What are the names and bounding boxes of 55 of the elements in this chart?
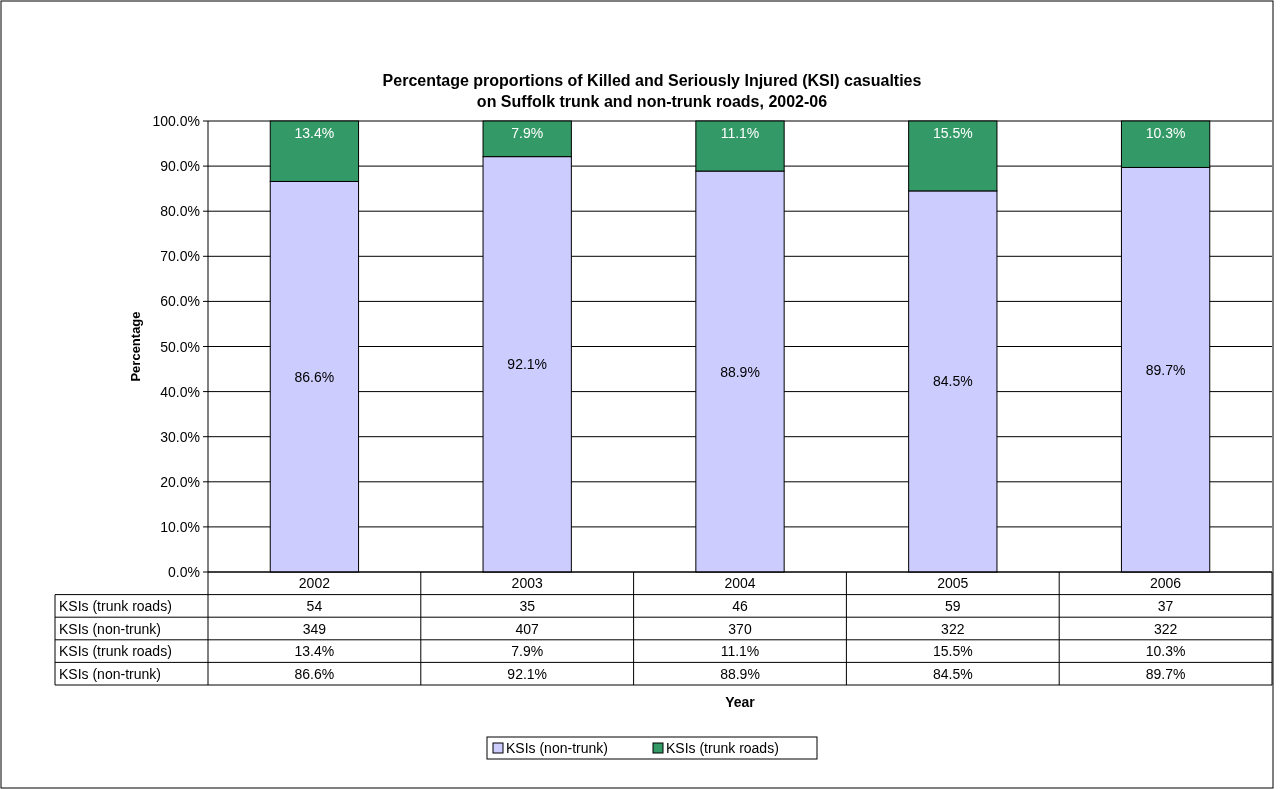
data-label: 89.7% bbox=[1145, 665, 1186, 682]
y-tick-label: 60.0% bbox=[160, 293, 200, 310]
text: 10.3% bbox=[1145, 125, 1186, 141]
text: 13.4% bbox=[294, 125, 335, 141]
y-axis-title: Percentage bbox=[128, 311, 143, 382]
x-tick-label: 2003 bbox=[511, 575, 543, 592]
text: 407 bbox=[515, 620, 540, 637]
data-label: 10.3% bbox=[1145, 643, 1186, 660]
y-tick-label: 100.0% bbox=[152, 113, 200, 129]
text: 322 bbox=[1153, 620, 1178, 637]
y-tick-label: 80.0% bbox=[160, 203, 200, 220]
text: 11.1% bbox=[720, 125, 760, 141]
text: 84.5% bbox=[932, 373, 973, 390]
text: KSIs (non-trunk) bbox=[59, 620, 161, 637]
x-tick-label: 2004 bbox=[724, 575, 756, 592]
text: 322 bbox=[941, 620, 965, 637]
text: 88.9% bbox=[720, 363, 760, 380]
y-tick-label: 20.0% bbox=[160, 473, 200, 490]
legend-label: KSIs (trunk roads) bbox=[666, 740, 779, 756]
y-tick-label: 50.0% bbox=[160, 338, 200, 355]
data-label: 7.9% bbox=[511, 643, 544, 660]
data-label: 13.4% bbox=[294, 643, 335, 660]
text: 35 bbox=[519, 597, 536, 614]
text: 86.6% bbox=[294, 368, 335, 385]
y-tick-label: 30.0% bbox=[160, 428, 200, 445]
text: 89.7% bbox=[1145, 361, 1186, 378]
x-tick-label: 2006 bbox=[1150, 575, 1182, 592]
text: 54 bbox=[306, 597, 323, 614]
text: 15.5% bbox=[932, 125, 973, 141]
text: 7.9% bbox=[511, 125, 544, 141]
x-tick-label: 2005 bbox=[937, 575, 969, 592]
text: 59 bbox=[945, 597, 961, 614]
text: Year bbox=[725, 694, 756, 710]
y-tick-label: 90.0% bbox=[160, 158, 200, 175]
data-label: 11.1% bbox=[720, 643, 760, 660]
text: 46 bbox=[732, 597, 748, 614]
text: 92.1% bbox=[507, 356, 548, 373]
y-tick-label: 40.0% bbox=[160, 383, 200, 400]
text: 370 bbox=[728, 620, 752, 637]
data-label: 84.5% bbox=[932, 665, 973, 682]
text: KSIs (trunk roads) bbox=[59, 643, 172, 660]
chart-title: Percentage proportions of Killed and Seriously Injured (KSI) casualties on Suffolk trunk and non-trunk roads, 2002-06 bbox=[382, 72, 922, 110]
y-tick-label: 0.0% bbox=[168, 564, 200, 580]
data-label: 88.9% bbox=[720, 665, 760, 682]
x-tick-label: 2002 bbox=[298, 575, 331, 592]
data-label: 86.6% bbox=[294, 665, 335, 682]
y-tick-label: 70.0% bbox=[160, 248, 200, 265]
y-tick-label: 10.0% bbox=[160, 518, 200, 535]
data-label: 92.1% bbox=[507, 665, 548, 682]
text: 349 bbox=[302, 620, 327, 637]
text: KSIs (trunk roads) bbox=[59, 597, 172, 614]
text: KSIs (non-trunk) bbox=[59, 665, 161, 682]
text: 37 bbox=[1157, 597, 1174, 614]
legend-label: KSIs (non-trunk) bbox=[506, 740, 608, 756]
data-label: 15.5% bbox=[932, 643, 973, 660]
